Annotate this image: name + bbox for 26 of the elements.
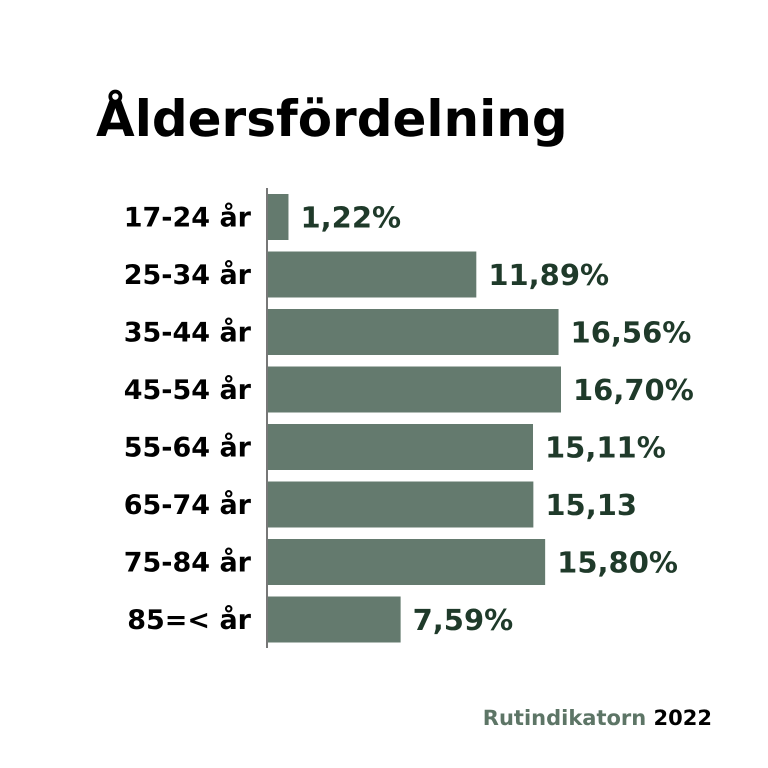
data-label: 15,80% — [557, 545, 678, 580]
data-label: 15,13 — [545, 488, 638, 522]
bar — [267, 366, 561, 412]
bar — [267, 424, 534, 470]
data-label: 7,59% — [412, 602, 514, 637]
bar — [267, 539, 546, 585]
data-label: 11,89% — [488, 258, 610, 292]
bar — [267, 252, 476, 298]
y-tick-label: 85=< år — [127, 604, 252, 636]
text: Rutindikatorn 2022 — [482, 706, 712, 730]
data-label: 16,70% — [573, 372, 694, 407]
y-tick-label: 75-84 år — [124, 547, 252, 578]
chart-title: Åldersfördelning — [96, 90, 568, 148]
y-tick-label: 65-74 år — [124, 490, 252, 521]
data-label: 15,11% — [545, 430, 666, 464]
y-tick-label: 35-44 år — [124, 317, 252, 348]
bar — [267, 596, 401, 642]
bar — [267, 482, 534, 528]
bar — [267, 194, 288, 240]
y-tick-label: 45-54 år — [124, 374, 252, 406]
y-tick-label: 55-64 år — [124, 432, 252, 464]
y-tick-label: 25-34 år — [124, 260, 252, 291]
data-label: 1,22% — [300, 200, 402, 234]
bar — [267, 309, 559, 355]
y-tick-label: 17-24 år — [124, 202, 252, 234]
data-label: 16,56% — [570, 315, 692, 350]
